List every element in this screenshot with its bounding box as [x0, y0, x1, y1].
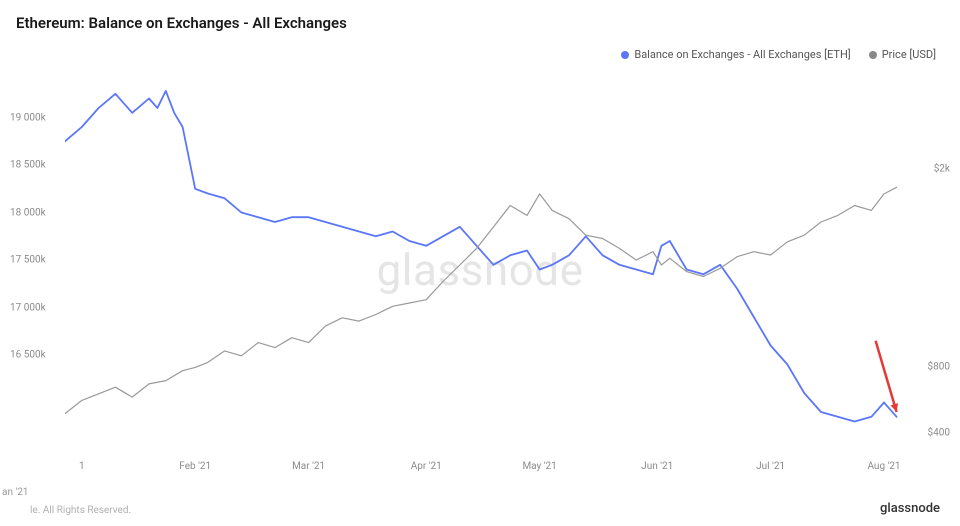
legend: Balance on Exchanges - All Exchanges [ET…	[621, 48, 936, 61]
y-left-tick: 19 000k	[10, 112, 46, 123]
brand-label: glassnode	[880, 501, 940, 516]
series-balance	[65, 91, 897, 422]
chart-title: Ethereum: Balance on Exchanges - All Exc…	[16, 14, 347, 32]
legend-item-price: Price [USD]	[869, 48, 936, 61]
legend-label-price: Price [USD]	[882, 48, 936, 61]
legend-dot-price	[869, 51, 877, 59]
x-tick: May '21	[522, 461, 556, 472]
plot-svg	[65, 70, 905, 450]
x-tick: Jul '21	[756, 461, 785, 472]
x-tick: 1	[79, 461, 85, 472]
y-right-tick: $800	[928, 362, 950, 373]
x-tick: Aug '21	[867, 461, 900, 472]
legend-dot-balance	[621, 51, 629, 59]
y-left-tick: 16 500k	[10, 350, 46, 361]
chart-area: glassnode 16 500k17 000k17 500k18 000k18…	[10, 70, 950, 470]
x-tick: Jun '21	[641, 461, 673, 472]
y-left-tick: 17 000k	[10, 302, 46, 313]
y-left-tick: 18 500k	[10, 160, 46, 171]
x-tick: Feb '21	[179, 461, 211, 472]
x-tick: Apr '21	[411, 461, 442, 472]
y-left-tick: 17 500k	[10, 255, 46, 266]
xaxis-left-crop-label: an '21	[2, 487, 28, 498]
copyright-text: le. All Rights Reserved.	[30, 505, 131, 516]
legend-label-balance: Balance on Exchanges - All Exchanges [ET…	[634, 48, 850, 61]
y-right-tick: $400	[928, 428, 950, 439]
x-tick: Mar '21	[292, 461, 325, 472]
annotation-arrow-line	[876, 341, 897, 412]
y-right-tick: $2k	[934, 164, 950, 175]
series-price	[65, 187, 897, 413]
legend-item-balance: Balance on Exchanges - All Exchanges [ET…	[621, 48, 850, 61]
y-left-tick: 18 000k	[10, 207, 46, 218]
